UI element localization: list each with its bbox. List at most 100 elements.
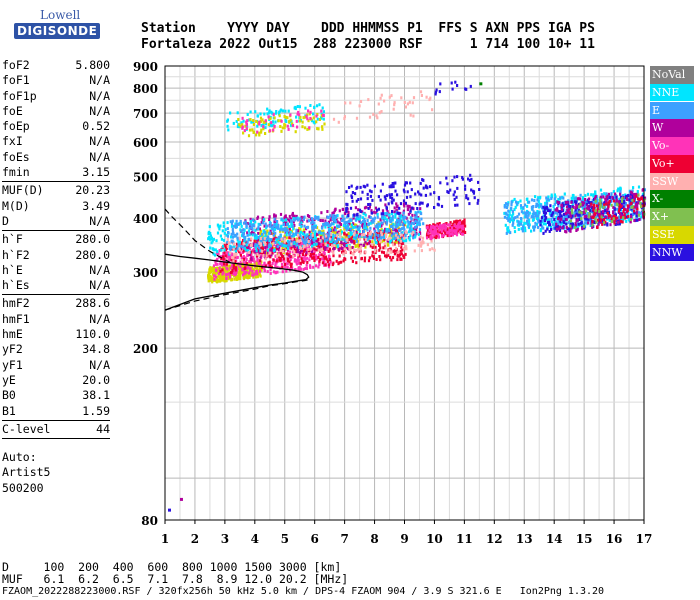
echo-point: [282, 222, 285, 226]
echo-point: [368, 256, 371, 260]
legend-item-nnw: NNW: [650, 243, 694, 262]
echo-point: [576, 225, 580, 229]
echo-point: [413, 229, 416, 233]
echo-point: [233, 271, 236, 275]
echo-point: [367, 203, 370, 206]
echo-point: [542, 209, 545, 213]
echo-point: [385, 220, 388, 224]
echo-point: [242, 239, 245, 242]
echo-point: [572, 194, 575, 198]
echo-point: [453, 229, 456, 233]
echo-point: [352, 216, 355, 220]
echo-point: [596, 208, 599, 212]
echo-point: [288, 227, 291, 231]
echo-point: [374, 206, 377, 210]
echo-point: [554, 221, 558, 225]
echo-point: [269, 249, 272, 253]
echo-point: [378, 243, 381, 247]
echo-point: [386, 230, 389, 234]
echo-point: [629, 215, 633, 218]
echo-point: [359, 221, 363, 225]
echo-point: [249, 244, 252, 248]
echo-point: [376, 225, 379, 229]
echo-point: [398, 243, 401, 247]
echo-point: [213, 277, 216, 281]
echo-point: [550, 195, 553, 199]
echo-point: [640, 210, 643, 214]
echo-point: [303, 244, 306, 248]
echo-point: [371, 220, 374, 224]
echo-point: [382, 235, 385, 239]
echo-point: [394, 246, 398, 250]
echo-point: [355, 230, 358, 234]
echo-point: [614, 201, 617, 205]
echo-point: [350, 194, 353, 198]
echo-point: [549, 204, 552, 208]
echo-point: [435, 235, 438, 239]
echo-point: [390, 228, 393, 232]
echo-point: [216, 266, 219, 270]
echo-point: [208, 225, 211, 229]
echo-point: [347, 224, 350, 227]
echo-point: [377, 207, 380, 211]
echo-point: [270, 238, 273, 242]
echo-point: [618, 187, 621, 191]
echo-point: [236, 268, 239, 272]
x-tick-label: 2: [191, 532, 199, 546]
echo-point: [289, 240, 292, 244]
echo-point: [575, 200, 578, 204]
echo-point: [430, 231, 433, 235]
echo-point: [627, 214, 630, 218]
echo-point: [245, 240, 248, 244]
echo-point: [434, 92, 437, 96]
echo-point: [215, 269, 218, 273]
echo-point: [270, 121, 273, 125]
echo-point: [642, 208, 645, 212]
param-key: foF1p: [2, 88, 37, 103]
echo-point: [385, 206, 388, 210]
echo-point: [335, 218, 338, 222]
echo-point: [400, 231, 403, 235]
echo-point: [283, 126, 286, 130]
echo-point: [407, 220, 410, 224]
echo-point: [284, 221, 287, 225]
echo-point: [333, 226, 336, 230]
echo-point: [570, 208, 574, 212]
echo-point: [379, 258, 382, 262]
echo-point: [316, 113, 319, 116]
echo-point: [294, 268, 297, 271]
echo-point: [258, 120, 261, 124]
echo-point: [338, 244, 342, 248]
echo-point: [454, 229, 457, 233]
echo-point: [346, 247, 349, 251]
echo-point: [358, 235, 361, 239]
echo-point: [324, 263, 327, 267]
echo-point: [290, 225, 293, 228]
echo-point: [402, 188, 405, 192]
echo-point: [237, 237, 240, 241]
echo-point: [405, 195, 409, 199]
echo-point: [266, 244, 269, 248]
echo-point: [308, 233, 311, 237]
echo-point: [358, 237, 362, 241]
echo-point: [565, 230, 568, 234]
param-row: foF1 N/A: [2, 73, 110, 88]
echo-point: [540, 216, 544, 220]
echo-point: [519, 199, 522, 203]
param-key: M(D): [2, 198, 30, 213]
echo-point: [228, 275, 232, 279]
echo-point: [582, 199, 585, 203]
echo-point: [523, 211, 526, 215]
echo-point: [250, 252, 253, 256]
echo-point: [235, 275, 238, 279]
echo-point: [595, 220, 598, 224]
echo-point: [545, 196, 548, 200]
echo-point: [248, 226, 251, 230]
echo-point: [296, 125, 299, 129]
echo-point: [273, 248, 276, 252]
param-key: MUF(D): [2, 183, 44, 198]
echo-point: [326, 248, 329, 252]
echo-point: [527, 223, 530, 227]
echo-point: [329, 240, 332, 243]
echo-point: [329, 260, 332, 264]
